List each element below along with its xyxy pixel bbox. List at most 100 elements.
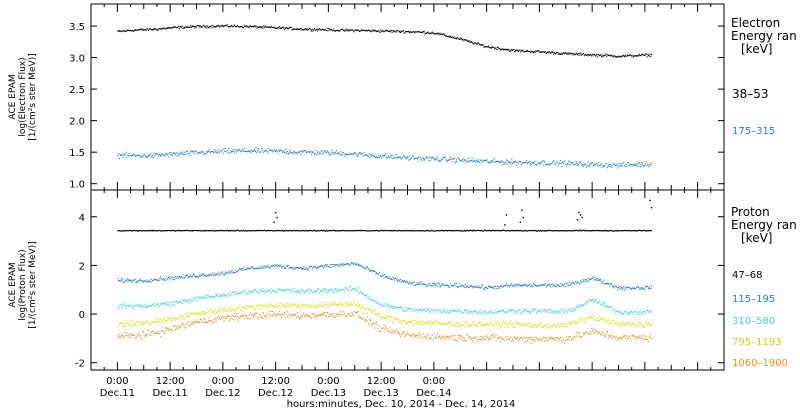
data-point (279, 264, 281, 266)
data-point (414, 230, 416, 232)
data-point (377, 328, 379, 330)
data-point (594, 54, 596, 56)
data-point (500, 230, 502, 232)
data-point (618, 287, 620, 289)
data-point (148, 304, 150, 306)
data-point (597, 302, 599, 304)
data-point (506, 283, 508, 285)
data-point (618, 230, 620, 232)
data-point (614, 56, 616, 58)
data-point (239, 316, 241, 318)
data-point (408, 335, 410, 337)
data-point (571, 338, 573, 340)
data-point (238, 149, 240, 151)
data-point (476, 336, 478, 338)
data-point (446, 324, 448, 326)
data-point (224, 316, 226, 318)
data-point (327, 312, 329, 314)
data-point (537, 161, 539, 163)
data-point (514, 160, 516, 162)
data-point (471, 310, 473, 312)
data-point (248, 304, 250, 306)
data-point (352, 301, 354, 303)
data-point (395, 308, 397, 310)
data-point (603, 334, 605, 336)
data-point (636, 321, 638, 323)
data-point (489, 323, 491, 325)
data-point (550, 325, 552, 327)
data-point (305, 289, 307, 291)
data-point (376, 273, 378, 275)
data-point (285, 149, 287, 151)
data-point (379, 275, 381, 277)
data-point (216, 230, 218, 232)
data-point (218, 296, 220, 298)
data-point (283, 305, 285, 307)
data-point (310, 30, 312, 32)
data-point (296, 266, 298, 268)
data-point (610, 229, 612, 231)
data-point (515, 49, 517, 51)
data-point (558, 53, 560, 55)
data-point (212, 310, 214, 312)
data-point (323, 290, 325, 292)
data-point (530, 325, 532, 327)
data-point (591, 229, 593, 231)
data-point (137, 154, 139, 156)
data-point (447, 229, 449, 231)
data-point (303, 150, 305, 152)
data-point (529, 312, 531, 314)
data-point (430, 230, 432, 232)
data-point (150, 29, 152, 31)
data-point (437, 311, 439, 313)
data-point (336, 304, 338, 306)
data-point (142, 28, 144, 30)
data-point (600, 280, 602, 282)
data-point (369, 270, 371, 272)
data-point (151, 278, 153, 280)
data-point (245, 307, 247, 309)
data-point (191, 313, 193, 315)
data-point (192, 321, 194, 323)
data-point (370, 310, 372, 312)
data-point (565, 340, 567, 342)
data-point (544, 340, 546, 342)
data-point (273, 289, 275, 291)
data-point (395, 277, 397, 279)
data-point (626, 230, 628, 232)
data-point (281, 302, 283, 304)
data-point (119, 280, 121, 282)
data-point (416, 284, 418, 286)
data-point (222, 293, 224, 295)
data-point (574, 229, 576, 231)
data-point (192, 25, 194, 27)
data-point (562, 339, 564, 341)
data-point (374, 313, 376, 315)
data-point (227, 308, 229, 310)
data-point (184, 300, 186, 302)
data-point (142, 324, 144, 326)
data-point (528, 326, 530, 328)
data-point (526, 285, 528, 287)
data-point (379, 330, 381, 332)
data-point (340, 151, 342, 153)
data-point (513, 312, 515, 314)
data-point (274, 290, 276, 292)
data-point (384, 304, 386, 306)
data-point (252, 230, 254, 232)
data-point (348, 154, 350, 156)
data-point (592, 165, 594, 167)
data-point (612, 55, 614, 57)
data-point (179, 229, 181, 231)
data-point (475, 161, 477, 163)
data-point (589, 54, 591, 56)
data-point (411, 157, 413, 159)
data-point (328, 266, 330, 268)
data-point (585, 166, 587, 168)
data-point (150, 305, 152, 307)
data-point (539, 163, 541, 165)
data-point (120, 279, 122, 281)
data-point (211, 311, 213, 313)
data-point (636, 286, 638, 288)
data-point (428, 338, 430, 340)
